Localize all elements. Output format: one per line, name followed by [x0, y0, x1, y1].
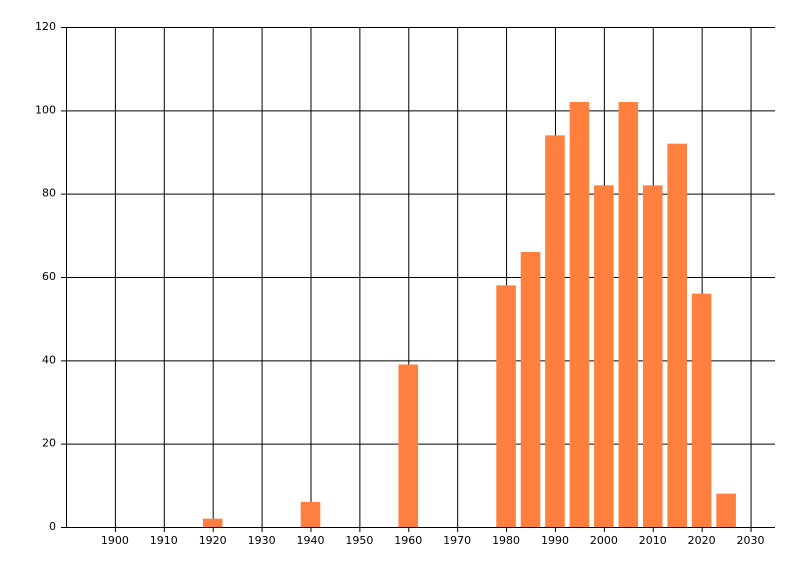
x-tick-label: 2010 [639, 534, 667, 547]
bar [618, 102, 639, 527]
bar [569, 102, 590, 527]
bar [398, 364, 419, 527]
x-tick-label: 2000 [590, 534, 618, 547]
y-tick-label: 60 [42, 270, 56, 283]
bar [642, 185, 663, 528]
bar [300, 502, 321, 527]
x-tick-label: 1910 [150, 534, 178, 547]
y-tick-label: 40 [42, 353, 56, 366]
bar [667, 143, 687, 527]
x-tick-label: 1960 [394, 534, 422, 547]
bar [202, 518, 223, 527]
x-tick-label: 1980 [492, 534, 520, 547]
y-tick-label: 20 [42, 437, 56, 450]
bar [520, 252, 541, 527]
y-tick-label: 100 [35, 103, 56, 116]
y-tick-label: 120 [35, 20, 56, 33]
x-tick-label: 1970 [443, 534, 471, 547]
x-tick-label: 1940 [296, 534, 324, 547]
bar [691, 293, 712, 527]
x-tick-label: 1950 [345, 534, 373, 547]
x-tick-label: 1920 [199, 534, 227, 547]
x-tick-label: 1930 [248, 534, 276, 547]
x-tick-label: 2020 [688, 534, 716, 547]
x-tick-label: 1990 [541, 534, 569, 547]
y-tick-label: 0 [49, 520, 56, 533]
x-tick-label: 2030 [737, 534, 765, 547]
bar [594, 185, 614, 528]
bar [545, 135, 565, 528]
y-tick-label: 80 [42, 187, 56, 200]
x-tick-label: 1900 [101, 534, 129, 547]
bar [716, 493, 736, 527]
bar [496, 285, 516, 527]
